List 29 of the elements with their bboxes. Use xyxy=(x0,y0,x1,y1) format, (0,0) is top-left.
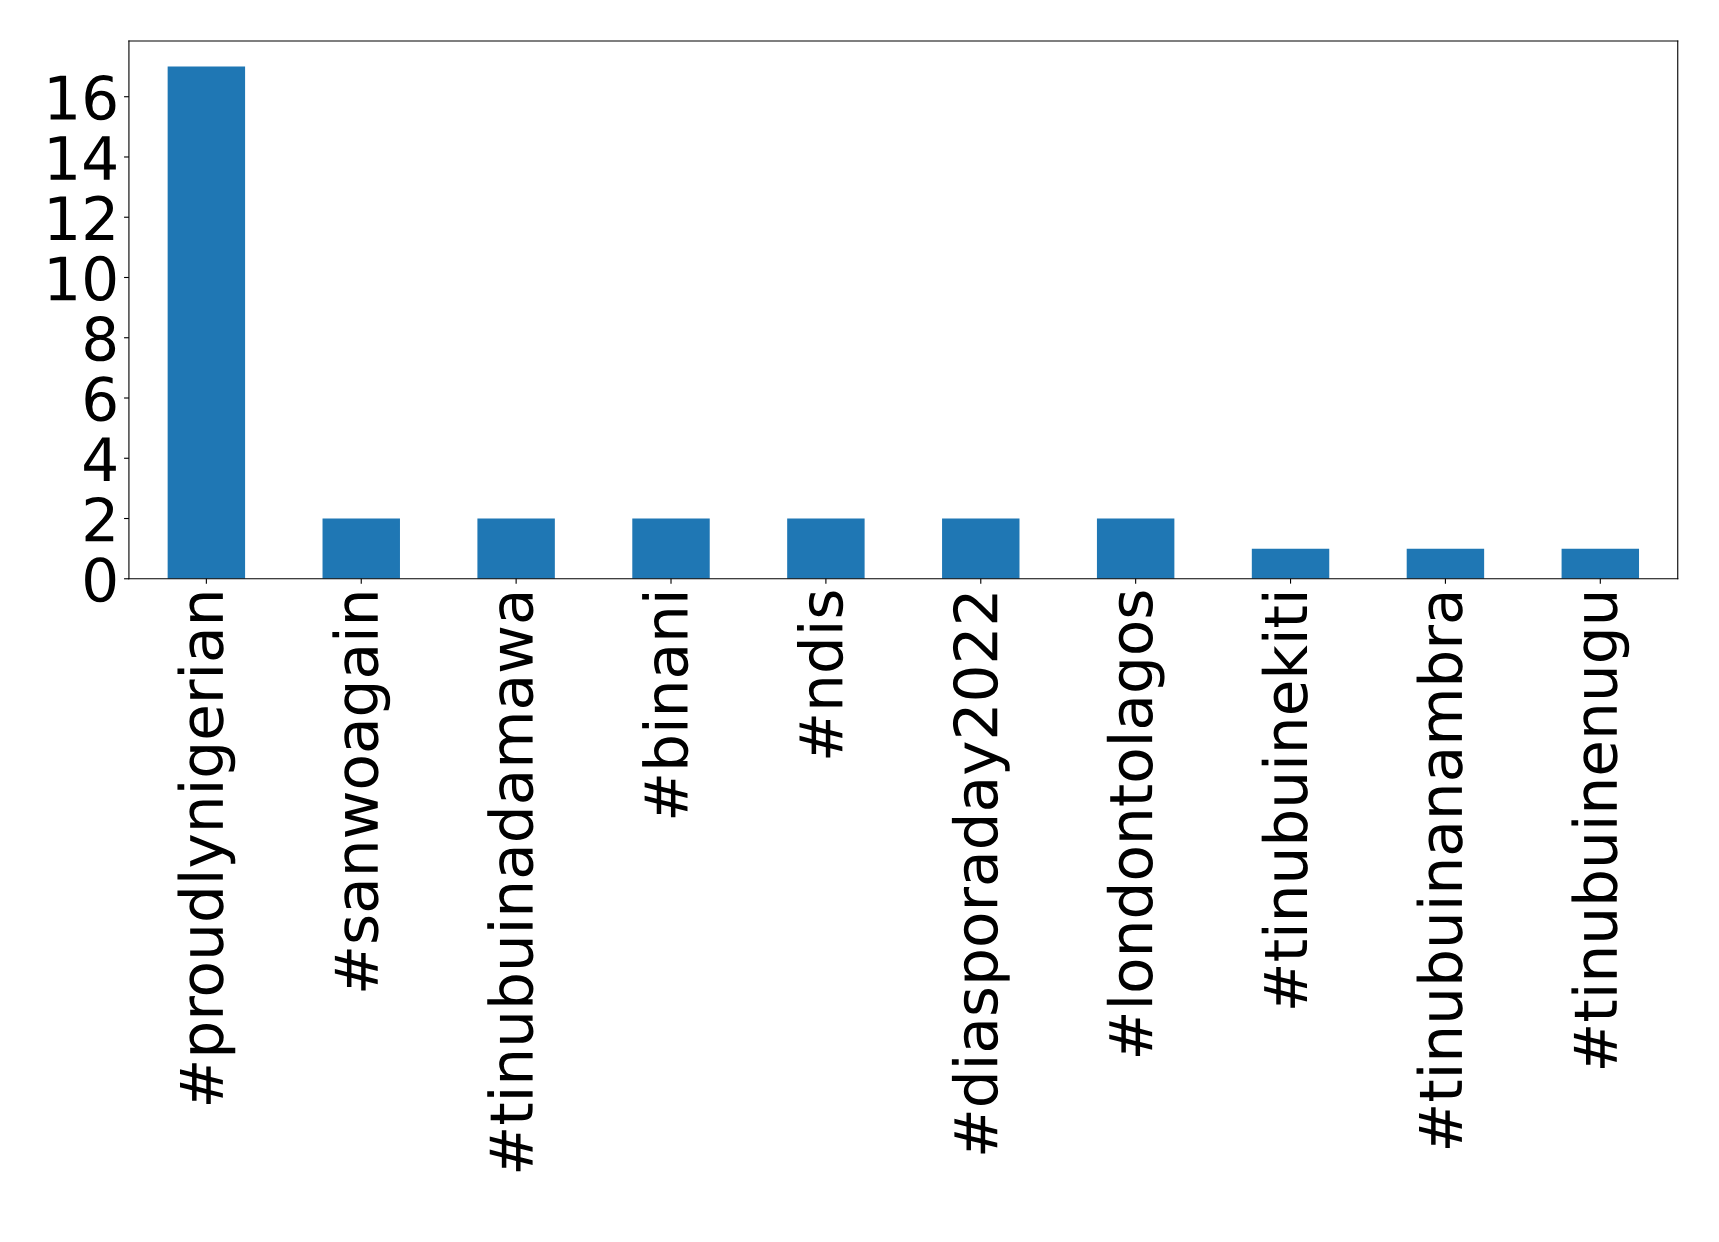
x-tick-label: #tinubuinenugu xyxy=(1571,593,1630,1069)
x-tick-label: #tinubuinekiti xyxy=(1261,594,1308,1008)
bar xyxy=(1406,548,1485,579)
y-tick-label: 2 xyxy=(85,496,114,542)
y-tick-label: 14 xyxy=(49,136,116,180)
y-tick-label: 10 xyxy=(49,255,116,302)
bar xyxy=(167,66,246,579)
bar xyxy=(1251,548,1330,579)
y-tick-label: 6 xyxy=(85,376,116,422)
y-tick-label: 12 xyxy=(49,195,114,240)
x-tick-label: #tinubuinanambra xyxy=(1416,593,1463,1149)
y-tick-label: 16 xyxy=(49,75,116,121)
x-tick-label: #diasporaday2022 xyxy=(951,594,1010,1154)
bar xyxy=(1096,518,1175,579)
x-tick-label: #sanwoagain xyxy=(332,593,391,991)
bar xyxy=(942,518,1020,579)
y-tick-label: 8 xyxy=(85,316,116,362)
x-tick-label: #londontolagos xyxy=(1106,591,1165,1056)
x-tick-label: #ndis xyxy=(796,591,844,758)
x-tick-label: #proudlynigerian xyxy=(177,593,236,1104)
bar xyxy=(1561,548,1640,579)
bar xyxy=(632,518,710,579)
bar xyxy=(477,518,555,579)
x-tick-label: #binani xyxy=(642,594,689,818)
bar xyxy=(787,518,865,579)
bar xyxy=(322,518,400,579)
y-tick-label: 4 xyxy=(84,437,116,481)
y-tick-label: 0 xyxy=(85,557,116,603)
x-tick-label: #tinubuinadamawa xyxy=(487,593,534,1172)
